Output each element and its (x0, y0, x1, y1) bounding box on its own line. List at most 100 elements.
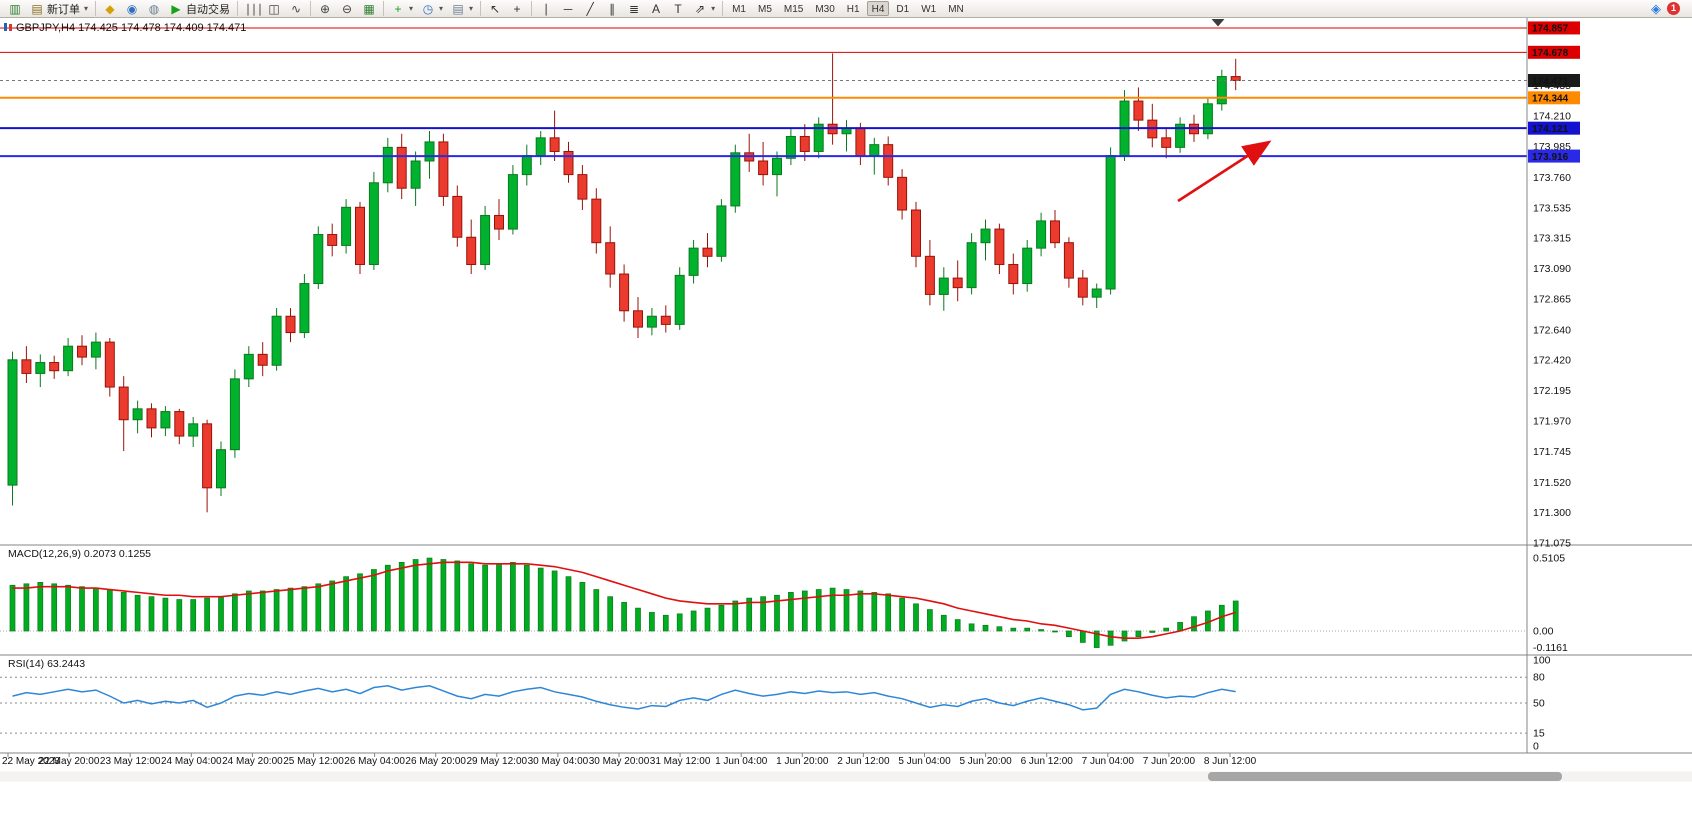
candle-body (313, 234, 324, 285)
timeframe-d1[interactable]: D1 (896, 4, 910, 15)
candle-body (702, 247, 713, 257)
candle-body (633, 310, 643, 328)
macd-bar (93, 587, 99, 632)
candle-body (104, 341, 115, 388)
candle-body (1230, 76, 1241, 82)
candle-body (271, 315, 282, 366)
timeframe-w1[interactable]: W1 (921, 4, 937, 15)
trendline-button[interactable]: ╱ (579, 0, 601, 17)
chart-window[interactable]: 174.435174.210173.985173.760173.535173.3… (0, 18, 1692, 837)
candle-body (785, 135, 796, 159)
candle-body (521, 155, 532, 176)
rsi-line (12, 685, 1236, 711)
macd-bar (704, 607, 711, 632)
new-chart-button[interactable]: ▥ (4, 0, 26, 17)
macd-signal-line (12, 561, 1236, 639)
scrollbar-track[interactable] (0, 771, 1692, 782)
equidistant-channel-button[interactable]: ∥ (601, 0, 623, 17)
market-watch-button[interactable]: ◉ (121, 0, 143, 17)
notification-badge[interactable]: 1 (1667, 2, 1680, 15)
candle-body (619, 273, 630, 312)
macd-bar (760, 596, 766, 632)
candle-body (549, 137, 560, 152)
text-label-button[interactable]: T (667, 0, 689, 17)
time-axis[interactable] (0, 753, 1692, 770)
timeframe-m5[interactable]: M5 (757, 4, 772, 15)
navigator-button[interactable]: ◍ (143, 0, 165, 17)
time-label: 29 May 12:00 (466, 756, 527, 767)
vertical-line-icon: ∣ (543, 1, 550, 16)
cursor-icon: ↖ (490, 1, 501, 16)
macd-bar (1024, 627, 1031, 632)
macd-bar (1093, 630, 1100, 648)
macd-bar (218, 596, 224, 632)
price-tick-label: 171.745 (1533, 446, 1571, 458)
timeframe-m15[interactable]: M15 (783, 4, 804, 15)
candle-body (952, 277, 963, 289)
chart-shift-marker[interactable] (1211, 19, 1225, 27)
macd-bar (9, 584, 16, 632)
timeframe-mn[interactable]: MN (948, 4, 964, 15)
candle-body (132, 408, 143, 421)
macd-bar (982, 624, 989, 632)
chevron-down-icon: ▾ (439, 4, 444, 13)
periods-button[interactable]: ◷ ▾ (417, 0, 447, 17)
macd-bar (621, 602, 627, 632)
horizontal-line-button[interactable]: ─ (557, 0, 579, 17)
metaeditor-button[interactable]: ◆ (99, 0, 121, 17)
macd-bar (927, 609, 933, 632)
macd-bar (120, 592, 127, 632)
macd-axis-label: -0.1161 (1533, 642, 1568, 654)
tile-windows-button[interactable]: ▦ (358, 0, 380, 17)
tile-windows-icon: ▦ (363, 1, 375, 16)
candle-body (758, 160, 769, 176)
zoom-out-button[interactable]: ⊖ (336, 0, 358, 17)
arrows-button[interactable]: ⇗ ▾ (689, 0, 719, 17)
line-chart-button[interactable]: ∿ (285, 0, 307, 17)
price-tick-label: 171.075 (1533, 537, 1571, 549)
time-label: 26 May 20:00 (405, 756, 466, 767)
autotrading-button[interactable]: ▶ 自动交易 (165, 0, 234, 17)
vertical-line-button[interactable]: ∣ (535, 0, 557, 17)
chart-canvas[interactable]: 174.435174.210173.985173.760173.535173.3… (0, 18, 1692, 835)
community-icon[interactable]: ◈ (1651, 1, 1661, 16)
trend-arrow[interactable] (1177, 140, 1272, 203)
crosshair-button[interactable]: + (506, 0, 528, 17)
macd-bar (357, 573, 363, 632)
scrollbar-thumb[interactable] (1208, 772, 1562, 781)
macd-bar (148, 596, 155, 632)
candle-body (1133, 100, 1144, 121)
text-button[interactable]: A (645, 0, 667, 17)
zoom-in-button[interactable]: ⊕ (314, 0, 336, 17)
price-line-label (1528, 21, 1580, 35)
macd-bar (732, 600, 739, 632)
bar-chart-button[interactable]: ∣∣∣ (241, 0, 263, 17)
candle-body (966, 242, 977, 289)
candle-body (688, 247, 699, 276)
fibonacci-button[interactable]: ≣ (623, 0, 645, 17)
candle-body (368, 182, 379, 265)
indicators-button[interactable]: + ▾ (387, 0, 417, 17)
timeframe-m30[interactable]: M30 (815, 4, 835, 15)
macd-bar (510, 562, 516, 632)
cursor-button[interactable]: ↖ (484, 0, 506, 17)
candle-body (396, 146, 407, 189)
timeframe-h4[interactable]: H4 (866, 1, 890, 16)
bar-chart-icon: ∣∣∣ (245, 1, 264, 16)
rsi-label: RSI(14) 63.2443 (8, 658, 85, 670)
candlestick-chart-button[interactable]: ◫ (263, 0, 285, 17)
new-order-button[interactable]: ▤ 新订单 ▾ (26, 0, 92, 17)
templates-button[interactable]: ▤ ▾ (447, 0, 477, 17)
macd-bar (1066, 630, 1072, 638)
candle-body (424, 141, 435, 162)
time-label: 31 May 12:00 (650, 756, 711, 767)
candle-body (299, 283, 310, 334)
price-axis[interactable] (1527, 18, 1692, 753)
macd-bar (1191, 616, 1197, 632)
candle-body (1008, 263, 1019, 285)
timeframe-h1[interactable]: H1 (846, 4, 860, 15)
price-tick-label: 172.420 (1533, 354, 1571, 366)
indicators-icon: + (394, 1, 402, 16)
timeframe-m1[interactable]: M1 (732, 4, 746, 15)
macd-bar (1038, 629, 1044, 632)
